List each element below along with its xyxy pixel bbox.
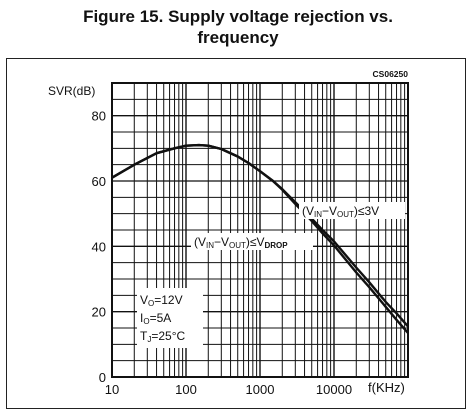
condition-io: IO=5A [140, 311, 171, 326]
label-drop-box [191, 233, 313, 250]
condition-vo: VO=12V [140, 293, 183, 308]
label-drop: (VIN−VOUT)≤VDROP [194, 235, 288, 250]
x-tick-label: 100 [175, 382, 197, 397]
figure-code: CS06250 [373, 69, 409, 79]
x-tick-label: 10 [105, 382, 119, 397]
x-tick-label: 10000 [316, 382, 352, 397]
y-tick-label: 60 [92, 174, 106, 189]
chart-tick-labels: 0 20 40 60 80 10 100 1000 10000 [92, 109, 353, 397]
chart-series [111, 143, 409, 334]
condition-tj: TJ=25°C [140, 329, 185, 344]
label-3v: (VIN−VOUT)≤3V [302, 204, 379, 219]
y-tick-label: 0 [99, 370, 106, 385]
x-axis-label: f(KHz) [368, 380, 405, 395]
figure-title-line1: Figure 15. Supply voltage rejection vs. [83, 7, 393, 26]
label-3v-box [299, 202, 405, 219]
y-tick-label: 20 [92, 305, 106, 320]
y-tick-label: 40 [92, 239, 106, 254]
figure-title-line2: frequency [197, 28, 279, 47]
chart-axes [111, 82, 409, 378]
figure-frame [6, 58, 466, 409]
y-axis-label: SVR(dB) [48, 84, 95, 98]
y-tick-label: 80 [92, 109, 106, 124]
figure-title: Figure 15. Supply voltage rejection vs. … [0, 6, 476, 48]
x-tick-label: 1000 [246, 382, 275, 397]
series-line-vdrop [111, 143, 409, 334]
plot-border [111, 82, 409, 378]
conditions-box [137, 288, 203, 348]
